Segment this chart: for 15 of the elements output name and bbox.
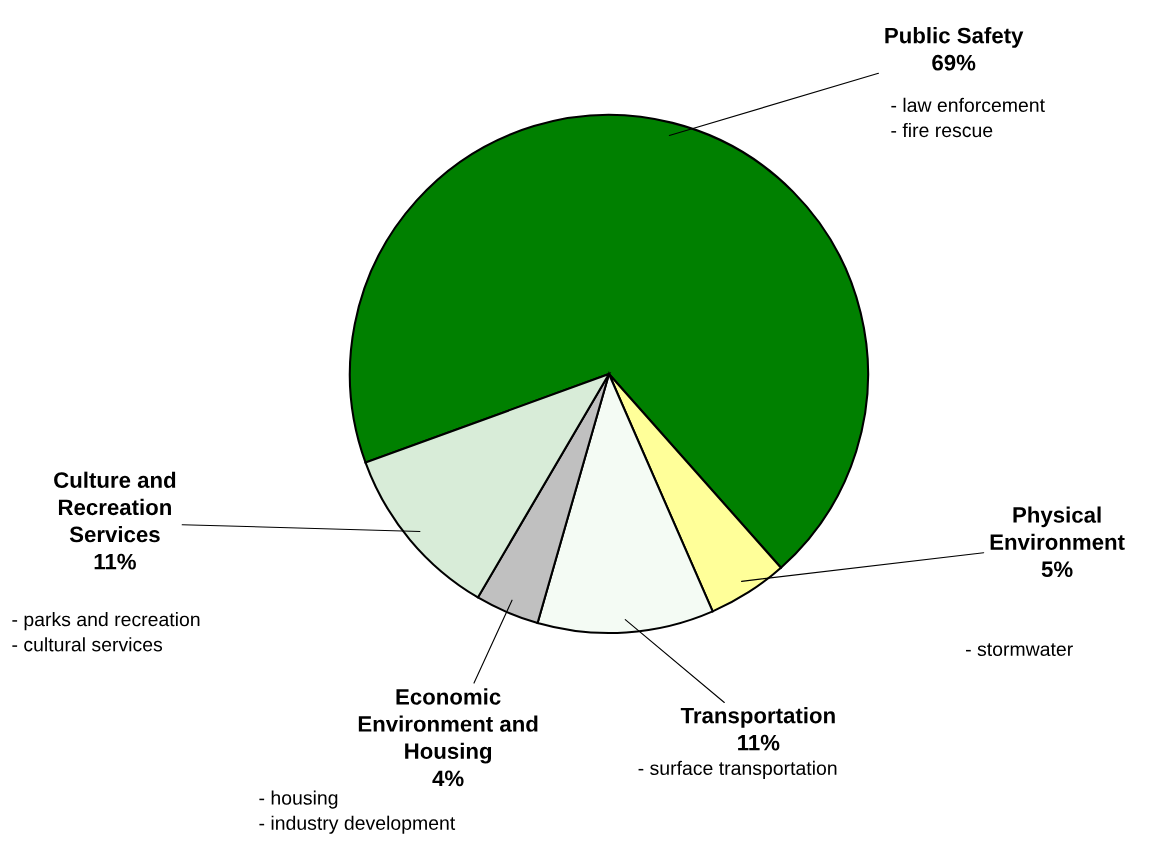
slice-label: Public Safety	[885, 27, 1024, 48]
slice-label: Physical Environment	[990, 506, 1125, 550]
data-label: 5%	[1041, 561, 1073, 578]
slice-label: Culture and Recreation Services	[54, 471, 176, 543]
text: - housing - industry development	[259, 790, 456, 834]
data-label: 11%	[738, 734, 780, 751]
text: - parks and recreation - cultural services	[12, 612, 200, 652]
slice-label: Economic Environment and Housing	[358, 688, 538, 764]
data-label: 69%	[932, 54, 976, 71]
data-label: 4%	[432, 770, 464, 787]
text: - surface transportation	[638, 760, 837, 779]
text: - stormwater	[966, 643, 1073, 657]
data-label: 11%	[94, 553, 136, 570]
text: - law enforcement - fire rescue	[891, 97, 1045, 138]
slice-label: Transportation	[680, 707, 835, 728]
